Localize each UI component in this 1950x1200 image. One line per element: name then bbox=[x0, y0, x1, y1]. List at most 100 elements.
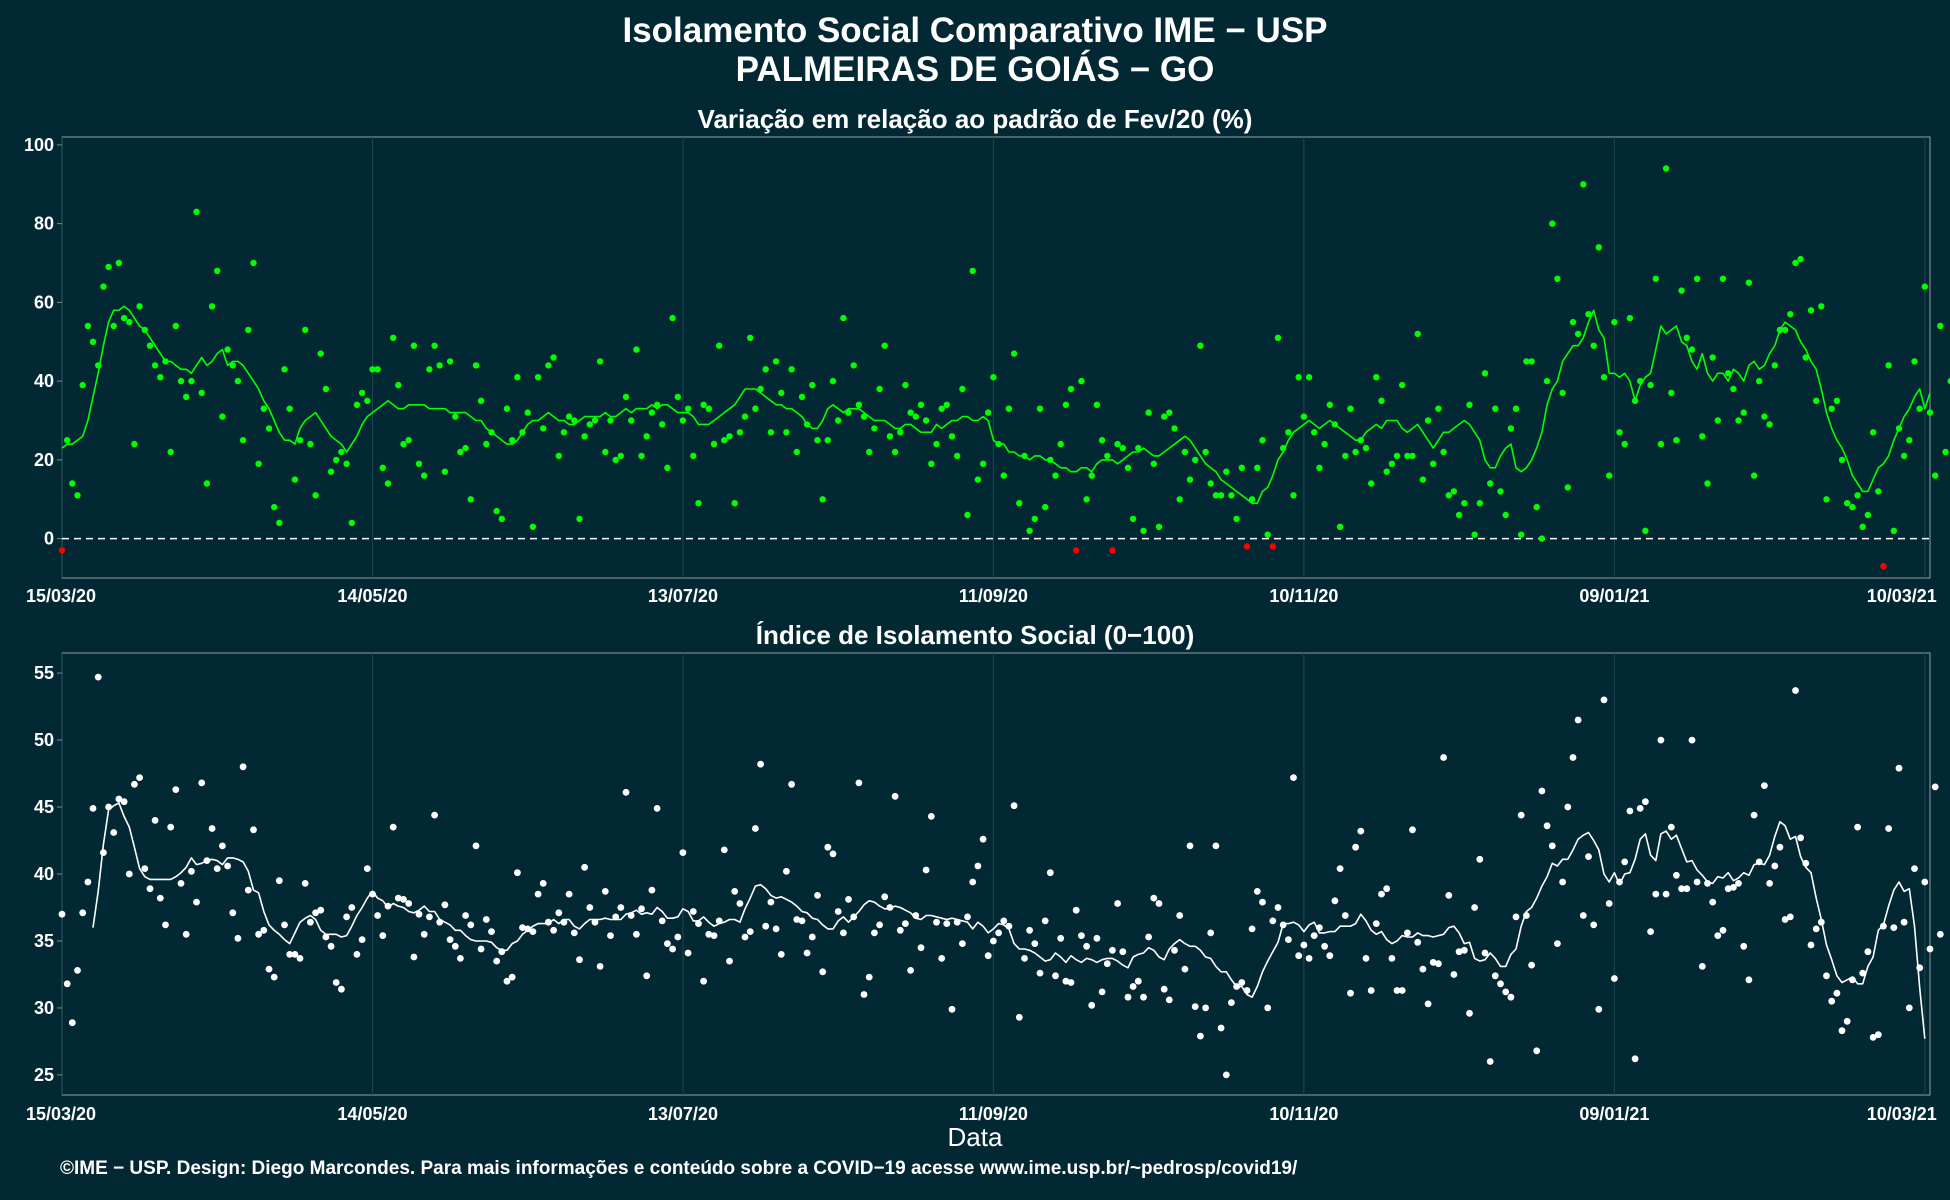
data-point bbox=[1383, 468, 1390, 475]
data-point bbox=[953, 918, 961, 926]
data-point bbox=[462, 444, 469, 452]
data-point bbox=[1849, 503, 1856, 511]
data-point bbox=[483, 440, 490, 448]
data-point bbox=[431, 811, 438, 819]
data-point bbox=[1921, 283, 1929, 290]
data-point bbox=[959, 385, 966, 393]
data-point bbox=[1399, 381, 1406, 389]
data-point bbox=[1259, 898, 1266, 906]
y-tick-label: 35 bbox=[34, 931, 54, 951]
data-point bbox=[1636, 805, 1644, 812]
data-point bbox=[669, 314, 676, 322]
data-point bbox=[1579, 912, 1587, 919]
data-point bbox=[1000, 917, 1008, 925]
data-point bbox=[1222, 1071, 1230, 1079]
data-point bbox=[229, 362, 236, 369]
data-point bbox=[1838, 1027, 1846, 1035]
data-point bbox=[529, 928, 537, 935]
data-point bbox=[1192, 456, 1199, 464]
data-point bbox=[1781, 326, 1789, 334]
data-point bbox=[1114, 900, 1121, 907]
data-point bbox=[167, 448, 174, 456]
data-point bbox=[1429, 959, 1437, 966]
data-point bbox=[1124, 993, 1132, 1001]
data-point bbox=[488, 928, 495, 935]
data-point bbox=[1083, 496, 1090, 503]
data-point bbox=[1150, 894, 1158, 902]
data-point bbox=[141, 865, 149, 872]
data-point bbox=[1042, 503, 1049, 511]
data-point bbox=[84, 322, 92, 330]
data-point bbox=[1021, 452, 1028, 460]
data-point bbox=[317, 350, 324, 357]
data-point bbox=[229, 909, 237, 917]
chart-title: Isolamento Social Comparativo IME − USP bbox=[622, 11, 1328, 50]
data-point bbox=[648, 409, 656, 416]
data-point bbox=[1818, 303, 1825, 310]
data-point bbox=[100, 849, 107, 856]
data-point bbox=[1316, 924, 1323, 931]
data-point bbox=[912, 413, 919, 420]
data-point bbox=[1719, 275, 1727, 282]
data-point bbox=[902, 381, 909, 389]
data-point bbox=[1916, 964, 1924, 972]
data-point bbox=[1755, 858, 1763, 866]
data-point bbox=[509, 437, 516, 444]
data-point bbox=[679, 849, 687, 856]
data-point bbox=[881, 342, 888, 349]
data-point bbox=[1233, 515, 1240, 523]
data-point bbox=[1642, 527, 1649, 534]
data-point bbox=[1875, 488, 1882, 495]
data-point bbox=[1010, 350, 1018, 357]
data-point bbox=[410, 342, 418, 349]
data-point bbox=[1730, 385, 1737, 393]
data-point bbox=[1191, 1003, 1199, 1010]
data-point bbox=[803, 949, 811, 957]
x-tick-label: 11/09/20 bbox=[959, 1104, 1028, 1124]
data-point bbox=[188, 867, 195, 875]
data-point bbox=[472, 842, 480, 850]
data-point bbox=[1243, 987, 1251, 994]
data-point bbox=[871, 929, 878, 937]
data-point bbox=[1450, 488, 1458, 495]
panel2-plot: 15/03/20 14/05/20 13/07/20 11/09/20 10/11/20… bbox=[26, 652, 1944, 1124]
data-point bbox=[514, 374, 521, 381]
data-point bbox=[1874, 1031, 1882, 1039]
data-point bbox=[1507, 425, 1515, 432]
data-point bbox=[627, 912, 635, 919]
data-point bbox=[441, 901, 449, 909]
data-point bbox=[1026, 527, 1033, 534]
x-axis-label: Data bbox=[947, 1122, 1003, 1152]
y-tick-label: 40 bbox=[34, 371, 54, 391]
data-point bbox=[250, 826, 257, 834]
data-point bbox=[1176, 496, 1183, 503]
data-point bbox=[690, 452, 697, 460]
data-point bbox=[1140, 527, 1147, 534]
data-point bbox=[1233, 983, 1240, 990]
data-point bbox=[1274, 904, 1282, 911]
data-point bbox=[1481, 949, 1489, 957]
data-point bbox=[1269, 917, 1277, 925]
data-point bbox=[508, 973, 516, 981]
data-point bbox=[1409, 452, 1416, 460]
data-point bbox=[969, 878, 977, 886]
data-point bbox=[1440, 448, 1447, 456]
data-point bbox=[519, 924, 526, 931]
data-point bbox=[628, 417, 635, 424]
data-point bbox=[591, 417, 599, 424]
data-point bbox=[653, 401, 661, 408]
data-point bbox=[1559, 389, 1566, 397]
data-point bbox=[1347, 989, 1354, 997]
data-point bbox=[1098, 437, 1106, 444]
data-point bbox=[798, 917, 806, 925]
data-point bbox=[193, 208, 200, 215]
data-point bbox=[731, 888, 739, 895]
data-point bbox=[529, 523, 537, 530]
data-point bbox=[969, 267, 976, 275]
data-point bbox=[1673, 871, 1680, 879]
data-point bbox=[1781, 916, 1789, 923]
data-point bbox=[638, 452, 645, 460]
data-point bbox=[348, 904, 356, 911]
data-point bbox=[343, 460, 350, 467]
data-point bbox=[146, 342, 154, 349]
